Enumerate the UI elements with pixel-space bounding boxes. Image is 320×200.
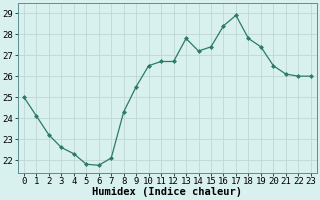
X-axis label: Humidex (Indice chaleur): Humidex (Indice chaleur) — [92, 187, 242, 197]
